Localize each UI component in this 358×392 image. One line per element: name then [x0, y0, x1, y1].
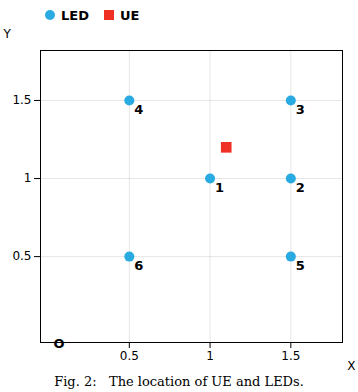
svg-text:5: 5 [296, 258, 305, 273]
svg-text:2: 2 [296, 180, 305, 195]
svg-text:1.5: 1.5 [12, 93, 31, 107]
svg-text:6: 6 [134, 258, 143, 273]
svg-text:1: 1 [24, 171, 32, 185]
svg-text:0.5: 0.5 [12, 249, 31, 263]
svg-text:O: O [54, 336, 65, 351]
html-text:LED: LED [61, 7, 89, 23]
svg-text:Y: Y [3, 27, 12, 41]
svg-text:3: 3 [296, 102, 305, 117]
svg-text:1: 1 [206, 349, 214, 363]
html-text:UE: UE [120, 7, 140, 23]
html-text:Fig. 2: The location of UE and: Fig. 2: The location of UE and LEDs. [54, 374, 304, 389]
svg-text:1: 1 [215, 180, 224, 195]
svg-text:1.5: 1.5 [281, 349, 300, 363]
svg-text:X: X [347, 359, 355, 373]
svg-text:4: 4 [134, 102, 143, 117]
svg-text:0.5: 0.5 [120, 349, 139, 363]
